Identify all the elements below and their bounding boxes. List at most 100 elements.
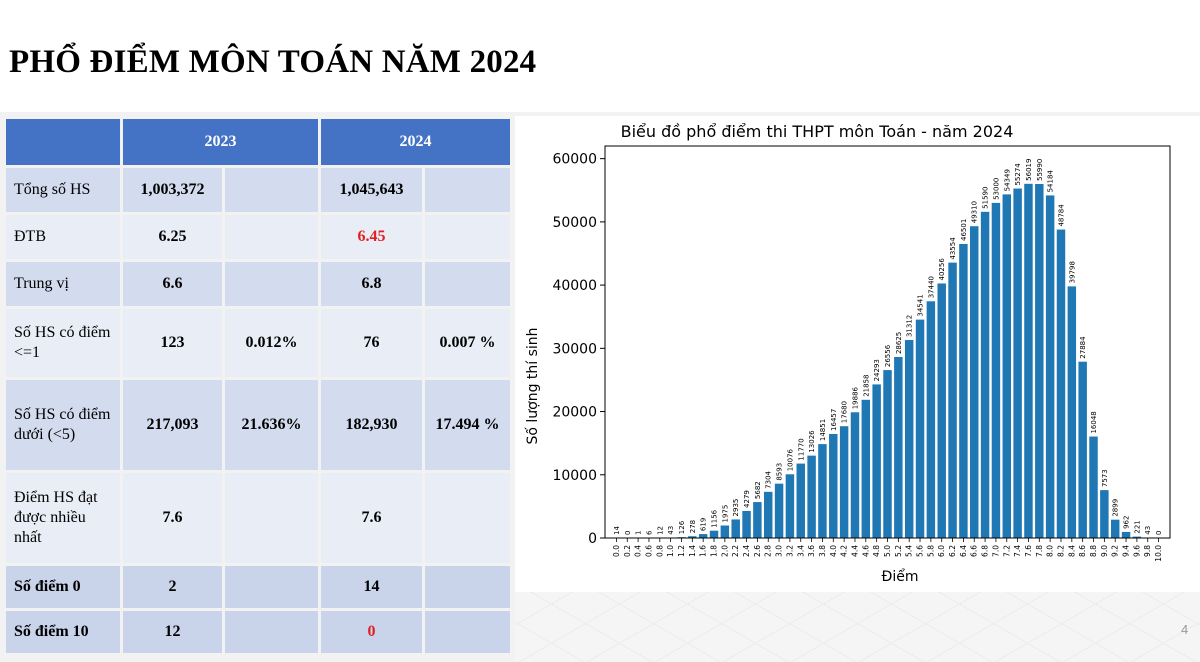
data-label: 0 bbox=[624, 531, 632, 535]
table-row: Trung vị 6.6 6.8 bbox=[6, 262, 510, 306]
x-tick-label: 7.8 bbox=[1035, 545, 1044, 557]
percent-2024 bbox=[425, 611, 510, 653]
percent-2023 bbox=[225, 215, 318, 259]
x-tick-label: 2.6 bbox=[753, 545, 762, 557]
x-tick-label: 4.4 bbox=[850, 545, 859, 557]
column-header-2024: 2024 bbox=[321, 119, 510, 165]
row-label: Số điểm 0 bbox=[6, 566, 120, 608]
data-label: 16048 bbox=[1090, 411, 1098, 433]
x-tick-label: 3.6 bbox=[807, 545, 816, 557]
y-tick-label: 0 bbox=[588, 531, 597, 547]
percent-2023 bbox=[225, 611, 318, 653]
data-label: 55990 bbox=[1036, 159, 1044, 181]
data-label: 49310 bbox=[971, 201, 979, 223]
percent-2023 bbox=[225, 262, 318, 306]
x-tick-label: 9.0 bbox=[1100, 545, 1109, 557]
data-label: 8593 bbox=[776, 463, 784, 481]
x-tick-label: 2.2 bbox=[731, 545, 740, 557]
x-tick-label: 5.0 bbox=[883, 545, 892, 557]
data-label: 39798 bbox=[1068, 261, 1076, 283]
data-label: 51590 bbox=[982, 187, 990, 209]
x-tick-label: 1.6 bbox=[699, 545, 708, 557]
data-label: 54184 bbox=[1047, 170, 1055, 193]
y-tick-label: 40000 bbox=[552, 278, 597, 294]
data-label: 43 bbox=[1144, 526, 1152, 535]
row-label: ĐTB bbox=[6, 215, 120, 259]
percent-2023: 21.636% bbox=[225, 380, 318, 470]
row-label: Số HS có điểm dưới (<5) bbox=[6, 380, 120, 470]
data-label: 962 bbox=[1123, 516, 1131, 529]
x-tick-label: 5.4 bbox=[905, 545, 914, 557]
x-tick-label: 8.0 bbox=[1046, 545, 1055, 557]
bar bbox=[1078, 361, 1087, 538]
bar bbox=[948, 262, 957, 538]
bar bbox=[1056, 229, 1066, 538]
data-label: 14851 bbox=[819, 419, 827, 441]
data-label: 10076 bbox=[786, 448, 794, 471]
bar bbox=[829, 433, 838, 538]
x-tick-label: 7.0 bbox=[991, 545, 1000, 557]
data-label: 40256 bbox=[938, 258, 946, 281]
x-tick-label: 0.4 bbox=[634, 545, 643, 557]
value-2024: 0 bbox=[321, 611, 422, 653]
value-2024: 6.8 bbox=[321, 262, 422, 306]
value-2023: 6.25 bbox=[123, 215, 222, 259]
bar bbox=[763, 491, 773, 538]
data-label: 43554 bbox=[949, 237, 957, 260]
table-row: Điểm HS đạt được nhiều nhất 7.6 7.6 bbox=[6, 473, 510, 563]
percent-2024 bbox=[425, 168, 510, 212]
percent-2024 bbox=[425, 473, 510, 563]
x-tick-label: 6.0 bbox=[937, 545, 946, 557]
row-label: Số điểm 10 bbox=[6, 611, 120, 653]
data-label: 53000 bbox=[992, 178, 1000, 200]
page-number: 4 bbox=[1181, 622, 1189, 637]
bar bbox=[753, 502, 762, 538]
x-tick-label: 3.8 bbox=[818, 545, 827, 557]
bar bbox=[1121, 531, 1131, 538]
value-2024: 76 bbox=[321, 309, 422, 377]
data-label: 28625 bbox=[895, 332, 903, 354]
bar bbox=[698, 534, 708, 538]
x-axis-label: Điểm bbox=[882, 568, 919, 585]
bar bbox=[904, 340, 914, 538]
data-label: 6 bbox=[645, 530, 653, 535]
x-tick-label: 8.4 bbox=[1067, 545, 1076, 557]
bar bbox=[894, 357, 903, 538]
bar bbox=[926, 301, 936, 538]
x-tick-label: 7.4 bbox=[1013, 545, 1022, 557]
bar bbox=[1089, 436, 1098, 538]
x-tick-label: 4.8 bbox=[872, 545, 881, 557]
table-row: Số HS có điểm <=1 123 0.012% 76 0.007 % bbox=[6, 309, 510, 377]
y-tick-label: 50000 bbox=[552, 215, 597, 231]
x-tick-label: 9.6 bbox=[1132, 545, 1141, 557]
statistics-table: 2023 2024 Tổng số HS 1,003,372 1,045,643… bbox=[3, 116, 513, 656]
data-label: 16457 bbox=[830, 409, 838, 431]
data-label: 37440 bbox=[927, 276, 935, 298]
value-2023: 123 bbox=[123, 309, 222, 377]
x-tick-label: 7.6 bbox=[1024, 545, 1033, 557]
data-label: 1156 bbox=[711, 509, 719, 527]
data-label: 21858 bbox=[862, 375, 870, 397]
data-label: 221 bbox=[1133, 520, 1141, 533]
data-label: 48784 bbox=[1057, 204, 1065, 227]
x-tick-label: 5.2 bbox=[894, 545, 903, 557]
data-label: 7573 bbox=[1101, 469, 1109, 487]
data-label: 43 bbox=[667, 526, 675, 535]
data-label: 46501 bbox=[960, 219, 968, 241]
percent-2023 bbox=[225, 473, 318, 563]
bar bbox=[991, 202, 1001, 538]
percent-2023 bbox=[225, 168, 318, 212]
value-2023: 7.6 bbox=[123, 473, 222, 563]
x-tick-label: 3.4 bbox=[796, 545, 805, 557]
x-tick-label: 7.2 bbox=[1002, 545, 1011, 557]
x-tick-label: 2.8 bbox=[764, 545, 773, 557]
data-label: 13026 bbox=[808, 430, 816, 453]
value-2023: 217,093 bbox=[123, 380, 222, 470]
x-tick-label: 8.6 bbox=[1078, 545, 1087, 557]
x-tick-label: 3.0 bbox=[775, 545, 784, 557]
bar bbox=[1045, 195, 1055, 538]
y-axis-label: Số lượng thí sinh bbox=[524, 327, 541, 444]
x-tick-label: 3.2 bbox=[785, 545, 794, 557]
value-2024: 182,930 bbox=[321, 380, 422, 470]
page-title: PHỔ ĐIỂM MÔN TOÁN NĂM 2024 bbox=[9, 44, 537, 80]
